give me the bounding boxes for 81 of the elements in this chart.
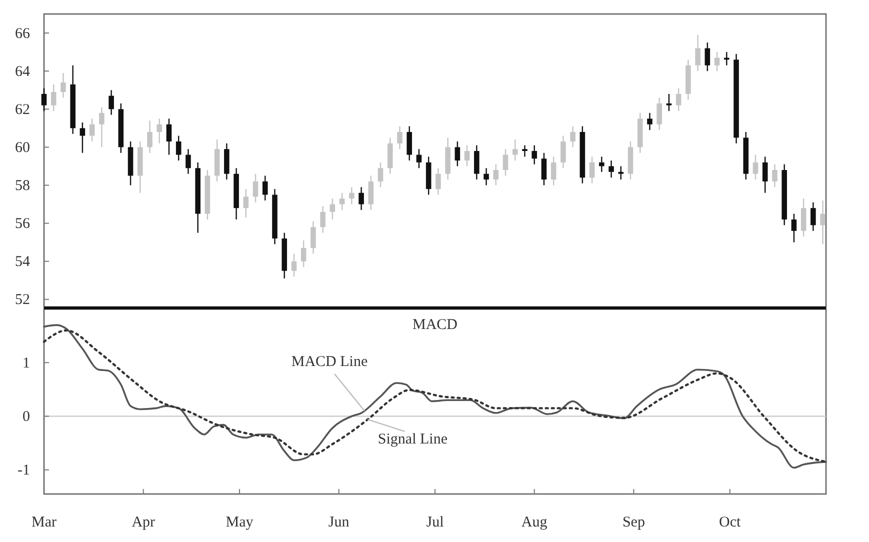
y-tick-label: 0 bbox=[22, 409, 30, 426]
x-tick-label: Apr bbox=[132, 514, 156, 531]
candlestick bbox=[704, 42, 710, 72]
candlestick bbox=[397, 126, 402, 150]
y-tick-label: 66 bbox=[15, 26, 30, 42]
candlestick bbox=[800, 198, 806, 238]
y-tick-label: 54 bbox=[15, 254, 30, 270]
candlestick bbox=[791, 213, 797, 243]
candlestick bbox=[820, 200, 826, 245]
annotation: MACD Line bbox=[291, 354, 368, 370]
candlestick bbox=[608, 160, 614, 178]
y-tick-label: 56 bbox=[15, 216, 30, 232]
x-tick-label: Sep bbox=[622, 514, 645, 531]
candlestick bbox=[406, 126, 412, 162]
candlestick bbox=[589, 156, 595, 184]
candlestick bbox=[560, 135, 566, 169]
candlestick bbox=[156, 118, 162, 144]
candlestick bbox=[99, 106, 104, 148]
y-tick-label: 60 bbox=[15, 140, 30, 156]
candlestick bbox=[89, 118, 95, 142]
candlestick bbox=[502, 148, 508, 176]
text: MACD bbox=[412, 317, 458, 333]
candlestick bbox=[752, 154, 758, 180]
candlestick bbox=[349, 186, 354, 205]
candlestick bbox=[772, 164, 778, 188]
candlestick bbox=[474, 144, 480, 180]
candlestick bbox=[320, 206, 326, 234]
annotation: Signal Line bbox=[378, 431, 448, 448]
candlestick bbox=[176, 135, 182, 162]
x-tick-label: Aug bbox=[521, 514, 548, 531]
candlestick bbox=[656, 97, 662, 131]
candlestick bbox=[810, 202, 816, 232]
x-tick-label: Oct bbox=[719, 514, 742, 531]
x-tick-label: Jun bbox=[328, 514, 350, 531]
candlestick bbox=[252, 173, 258, 203]
candlestick bbox=[550, 156, 556, 186]
candlestick bbox=[186, 148, 191, 174]
candlestick bbox=[50, 84, 56, 112]
candlestick bbox=[493, 164, 499, 186]
candlestick bbox=[647, 112, 652, 131]
candlestick bbox=[570, 126, 576, 148]
candlestick bbox=[532, 144, 537, 165]
candlestick bbox=[618, 166, 624, 180]
candlestick bbox=[147, 120, 152, 154]
candlestick bbox=[368, 175, 374, 211]
y-tick-label: 62 bbox=[15, 102, 30, 118]
candlestick bbox=[522, 144, 528, 158]
candlestick bbox=[464, 144, 470, 167]
candlestick bbox=[436, 168, 441, 196]
candlestick bbox=[599, 156, 604, 173]
y-tick-label: -1 bbox=[18, 462, 30, 479]
candlestick bbox=[330, 198, 336, 220]
candlestick bbox=[416, 148, 422, 169]
y-tick-label: 64 bbox=[15, 64, 30, 80]
candlestick bbox=[762, 156, 768, 194]
candlestick bbox=[666, 93, 672, 112]
candlestick bbox=[695, 34, 700, 72]
candlestick bbox=[80, 122, 86, 154]
candlestick bbox=[243, 188, 249, 218]
candlestick bbox=[339, 192, 345, 211]
x-tick-label: May bbox=[226, 514, 254, 531]
candlestick bbox=[108, 90, 114, 116]
candlestick bbox=[541, 152, 547, 186]
candlestick bbox=[60, 72, 66, 98]
candlestick bbox=[300, 240, 306, 268]
candlestick bbox=[262, 175, 268, 202]
candlestick bbox=[166, 118, 172, 156]
candlestick bbox=[676, 88, 682, 112]
candlestick bbox=[310, 220, 316, 254]
candlestick bbox=[512, 138, 518, 162]
candlestick bbox=[484, 168, 489, 186]
y-tick-label: 58 bbox=[15, 178, 30, 194]
candlestick bbox=[454, 140, 460, 167]
y-tick-label: 52 bbox=[15, 292, 30, 308]
x-tick-label: Mar bbox=[32, 514, 56, 531]
candlestick bbox=[714, 51, 720, 72]
candlestick bbox=[291, 253, 297, 278]
candlestick bbox=[358, 186, 364, 211]
x-tick-label: Jul bbox=[426, 514, 444, 531]
candlestick bbox=[378, 162, 384, 188]
y-tick-label: 1 bbox=[22, 355, 30, 372]
